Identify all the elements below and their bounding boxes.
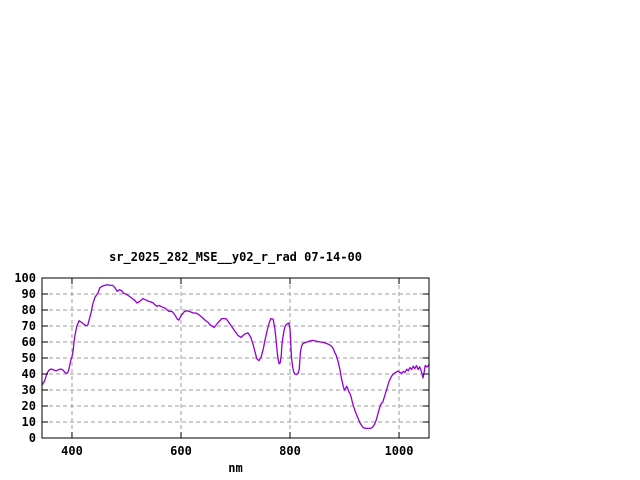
plot-frame <box>41 277 430 439</box>
y-tick-label-50: 50 <box>22 351 36 365</box>
y-tick-label-80: 80 <box>22 303 36 317</box>
y-tick-label-70: 70 <box>22 319 36 333</box>
curve-layer <box>41 284 430 430</box>
y-tick-label-40: 40 <box>22 367 36 381</box>
x-tick-label-1000: 1000 <box>385 444 414 458</box>
x-tick-label-400: 400 <box>61 444 83 458</box>
y-tick-label-100: 100 <box>14 271 36 285</box>
spectrum-curve <box>41 284 430 430</box>
y-tick-label-90: 90 <box>22 287 36 301</box>
y-tick-label-60: 60 <box>22 335 36 349</box>
grid-layer <box>42 278 429 438</box>
y-tick-label-10: 10 <box>22 415 36 429</box>
x-axis-label: nm <box>228 461 243 475</box>
tick-label-layer: 0 10 20 30 40 50 60 70 80 90 100 400 600 800 1000 <box>14 271 413 458</box>
y-tick-label-20: 20 <box>22 399 36 413</box>
y-tick-label-0: 0 <box>29 431 36 445</box>
y-tick-label-30: 30 <box>22 383 36 397</box>
x-tick-label-800: 800 <box>279 444 301 458</box>
x-tick-label-600: 600 <box>170 444 192 458</box>
chart-title: sr_2025_282_MSE__y02_r_rad 07-14-00 <box>109 250 362 264</box>
